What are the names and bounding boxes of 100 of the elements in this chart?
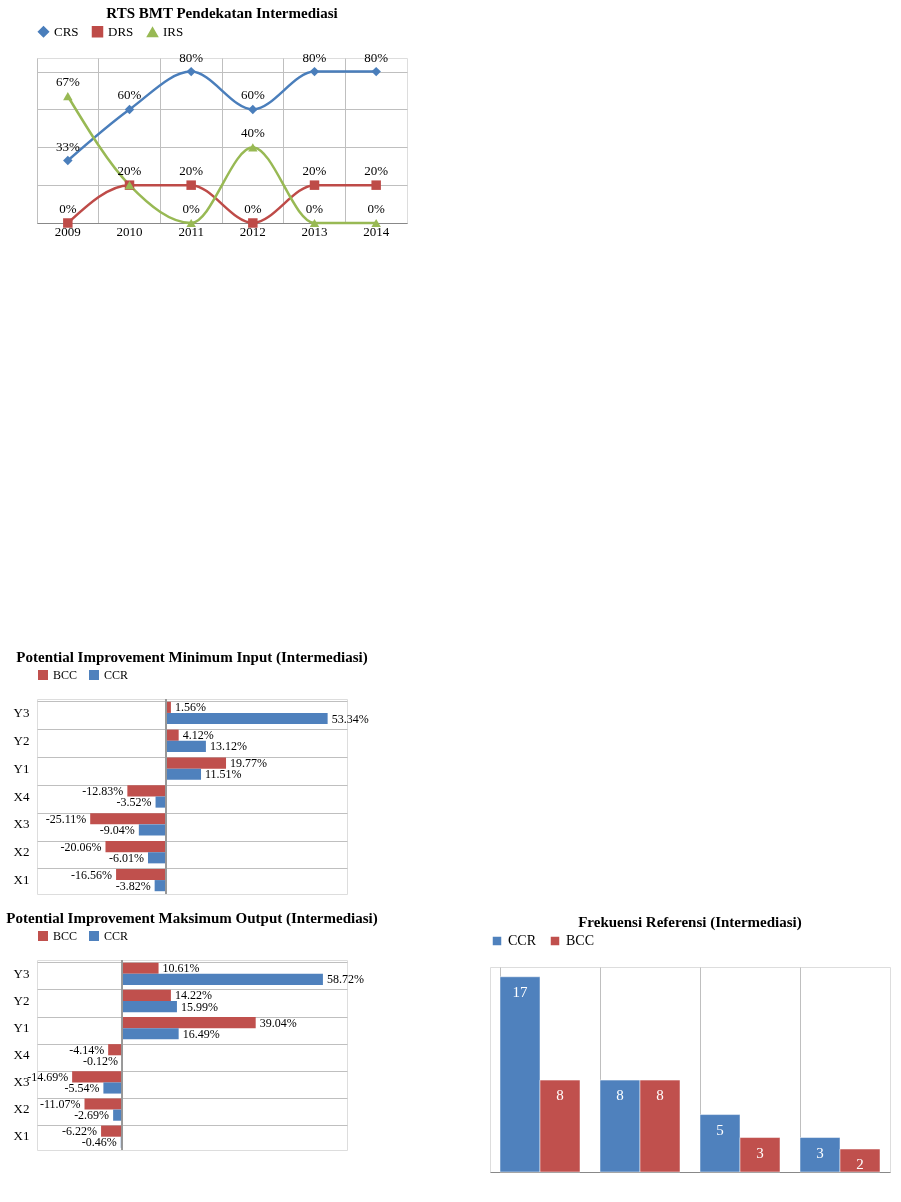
bar — [166, 740, 206, 752]
data-label: -16.56% — [71, 867, 113, 882]
data-label: -12.83% — [82, 783, 124, 798]
point — [186, 218, 196, 228]
data-label: 10.61% — [162, 961, 200, 976]
point — [309, 218, 320, 228]
data-label: 20% — [302, 163, 327, 179]
point — [371, 66, 381, 77]
bar — [166, 712, 328, 725]
data-label: 20% — [117, 163, 142, 179]
data-label: 16.49% — [182, 1026, 220, 1041]
bar — [122, 962, 159, 974]
y-tick-label: X2 — [13, 1101, 30, 1117]
point — [63, 92, 73, 101]
data-label: 53.34% — [331, 711, 369, 726]
chart-title: RTS BMT Pendekatan Intermediasi — [106, 5, 338, 21]
data-label: 67% — [55, 74, 80, 90]
y-tick-label: Y2 — [13, 992, 30, 1008]
data-label: 8 — [556, 1087, 564, 1104]
y-tick-label: Y1 — [13, 760, 30, 776]
data-label: -3.52% — [116, 795, 152, 810]
point — [248, 218, 258, 228]
y-tick-label: X1 — [13, 872, 30, 888]
bar — [166, 729, 179, 741]
bar — [138, 824, 167, 836]
data-label: 0% — [244, 201, 262, 216]
bar — [108, 1044, 123, 1056]
chart-title: Frekuensi Referensi (Intermediasi) — [578, 914, 802, 931]
point — [248, 143, 258, 152]
data-label: 1.56% — [174, 700, 206, 715]
bar — [155, 796, 167, 808]
data-label: -11.07% — [39, 1097, 81, 1111]
point — [309, 66, 320, 77]
legend-label: CRS — [54, 23, 79, 39]
y-tick-label: Y1 — [13, 1019, 30, 1035]
data-label: -25.11% — [45, 811, 87, 826]
y-tick-label: X4 — [13, 788, 30, 804]
data-label: 60% — [240, 87, 265, 103]
data-label: 0% — [59, 201, 77, 216]
x-tick-label: 2010 — [116, 223, 143, 239]
bar — [105, 841, 167, 853]
y-tick-label: X3 — [13, 1074, 30, 1090]
x-tick-label: 2014 — [363, 223, 390, 239]
point — [186, 180, 196, 190]
x-tick-label: 2009 — [54, 223, 81, 239]
y-tick-label: X1 — [13, 1128, 30, 1144]
data-label: 0% — [182, 201, 200, 216]
legend-label: BCC — [566, 933, 595, 948]
bar — [116, 868, 167, 881]
legend-label: CCR — [104, 929, 129, 943]
bar — [127, 785, 167, 797]
legend-label: BCC — [53, 668, 78, 682]
point — [309, 180, 320, 190]
bar — [90, 813, 167, 825]
data-label: 80% — [179, 49, 204, 65]
data-label: 3 — [816, 1144, 824, 1161]
data-label: 20% — [364, 163, 389, 179]
point — [63, 218, 73, 228]
y-tick-label: X4 — [13, 1047, 30, 1062]
chart-title: Potential Improvement Minimum Input (Intermediasi) — [16, 649, 368, 666]
data-label: 8 — [616, 1087, 624, 1104]
bar — [154, 880, 167, 892]
y-tick-label: X3 — [13, 816, 30, 832]
data-label: -6.01% — [109, 850, 144, 865]
data-label: -3.82% — [115, 878, 151, 893]
bar — [72, 1071, 123, 1083]
bar — [122, 1028, 179, 1040]
data-label: 3 — [756, 1144, 764, 1161]
legend-label: BCC — [53, 929, 78, 943]
data-label: 17 — [512, 983, 528, 1000]
legend-label: CCR — [104, 668, 129, 682]
y-tick-label: Y3 — [13, 965, 30, 981]
bar — [166, 757, 227, 769]
data-label: 58.72% — [326, 972, 364, 987]
point — [371, 180, 381, 190]
data-label: 60% — [117, 87, 142, 103]
point — [248, 104, 258, 115]
bar — [122, 989, 171, 1001]
point — [124, 104, 135, 115]
x-tick-label: 2011 — [178, 223, 204, 239]
data-label: 80% — [364, 49, 389, 65]
data-label: 40% — [240, 125, 265, 141]
legend-label: CCR — [508, 933, 537, 948]
data-label: -20.06% — [60, 839, 102, 854]
bar — [122, 1017, 256, 1029]
data-label: 39.04% — [259, 1015, 297, 1030]
bar — [166, 768, 202, 780]
data-label: 8 — [656, 1087, 664, 1104]
data-label: 0% — [305, 201, 324, 216]
y-tick-label: X2 — [13, 844, 30, 860]
data-label: 20% — [179, 163, 204, 179]
bar — [113, 1109, 123, 1121]
legend-label: DRS — [108, 23, 134, 39]
chart-title: Potential Improvement Maksimum Output (Intermediasi) — [6, 910, 378, 927]
y-tick-label: Y2 — [13, 732, 30, 748]
data-label: 5 — [716, 1121, 724, 1138]
x-tick-label: 2012 — [239, 223, 266, 239]
point — [371, 218, 381, 228]
point — [63, 155, 73, 166]
legend-label: IRS — [163, 24, 184, 40]
